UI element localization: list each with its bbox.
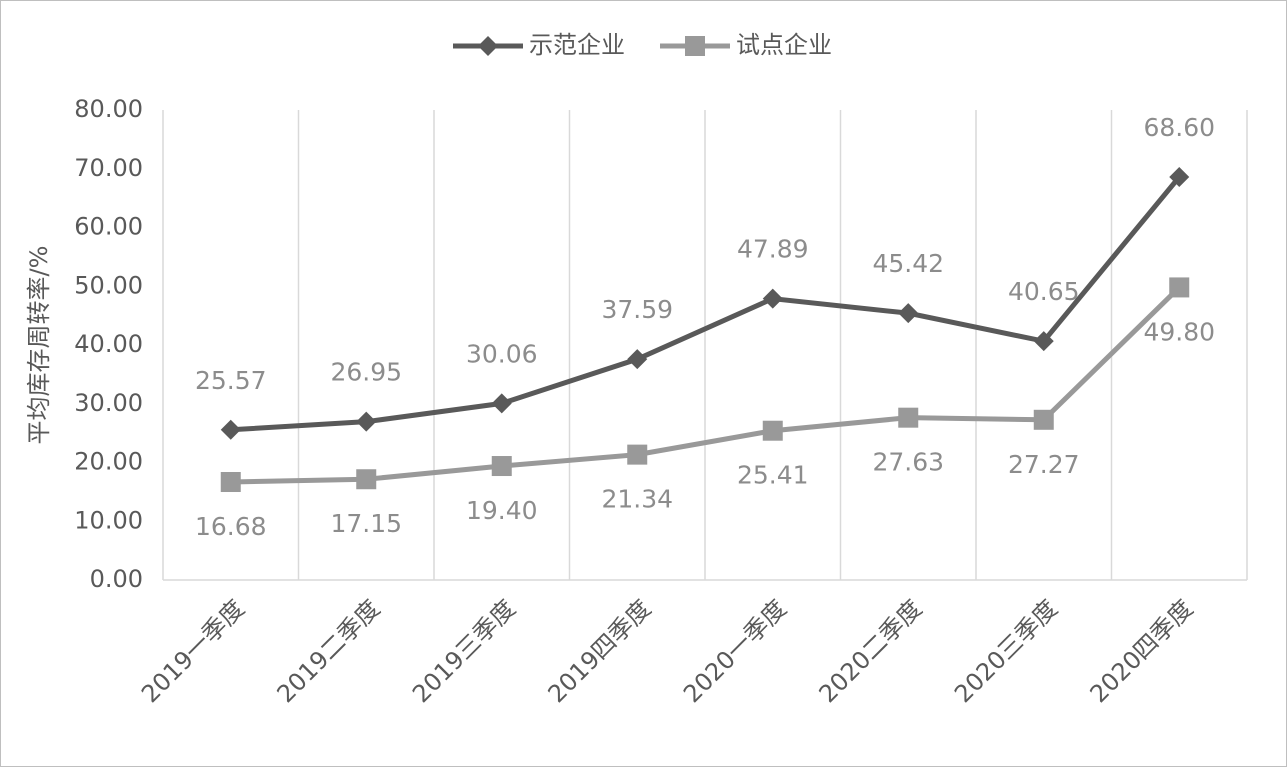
- y-tick-label: 0.00: [90, 565, 143, 593]
- data-point: [627, 444, 648, 465]
- y-tick-label: 70.00: [74, 154, 143, 182]
- data-label: 45.42: [872, 249, 944, 278]
- data-point: [491, 456, 512, 477]
- data-label: 37.59: [601, 295, 673, 324]
- y-tick-label: 60.00: [74, 213, 143, 241]
- data-point: [762, 420, 783, 441]
- data-label: 68.60: [1143, 113, 1215, 142]
- data-label: 26.95: [330, 358, 402, 387]
- data-label: 21.34: [601, 485, 673, 514]
- data-label: 25.57: [195, 366, 267, 395]
- data-label: 25.41: [737, 461, 809, 490]
- y-tick-label: 50.00: [74, 271, 143, 299]
- series-line: [230, 285, 1181, 485]
- data-label: 47.89: [737, 235, 809, 264]
- data-point: [356, 411, 377, 432]
- y-tick-label: 30.00: [74, 389, 143, 417]
- y-tick-label: 40.00: [74, 330, 143, 358]
- y-tick-label: 80.00: [74, 95, 143, 123]
- data-point: [1033, 409, 1054, 430]
- data-label: 30.06: [466, 339, 538, 368]
- data-point: [491, 393, 512, 414]
- data-point: [356, 469, 377, 490]
- data-point: [762, 288, 783, 309]
- data-label: 17.15: [330, 509, 402, 538]
- data-label: 49.80: [1143, 317, 1215, 346]
- y-tick-label: 10.00: [74, 506, 143, 534]
- data-label: 27.63: [872, 448, 944, 477]
- data-label: 19.40: [466, 496, 538, 525]
- data-point: [1169, 277, 1190, 298]
- data-label: 16.68: [195, 512, 267, 541]
- y-tick-label: 20.00: [74, 448, 143, 476]
- data-point: [685, 36, 705, 56]
- data-point: [1033, 331, 1054, 352]
- series-line: [230, 175, 1182, 433]
- legend-label: 试点企业: [736, 31, 832, 59]
- data-label: 27.27: [1008, 450, 1080, 479]
- data-point: [898, 303, 919, 324]
- data-label: 40.65: [1008, 277, 1080, 306]
- legend-label: 示范企业: [529, 31, 625, 59]
- data-point: [898, 407, 919, 428]
- data-point: [478, 36, 498, 56]
- y-axis-label: 平均库存周转率/%: [25, 246, 53, 445]
- data-point: [1169, 166, 1190, 187]
- data-point: [220, 472, 241, 493]
- data-point: [627, 349, 648, 370]
- data-point: [220, 419, 241, 440]
